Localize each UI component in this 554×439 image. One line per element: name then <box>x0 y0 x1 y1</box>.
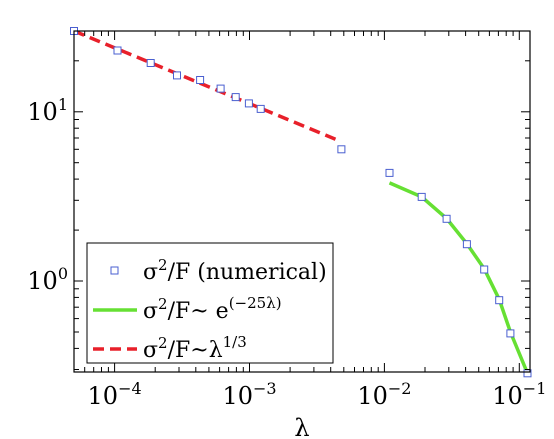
data-point <box>231 93 240 102</box>
x-tick-label: 10−1 <box>492 379 546 410</box>
data-point <box>385 168 394 177</box>
legend-entry-exponential: σ2/F~ e(−25λ) <box>143 294 282 324</box>
data-point <box>480 265 489 274</box>
data-point <box>256 104 265 113</box>
data-point <box>462 240 471 249</box>
x-tick-label: 10−2 <box>357 379 411 410</box>
y-tick-label: 100 <box>27 264 68 295</box>
data-point <box>196 76 205 84</box>
legend-box <box>86 242 334 364</box>
legend-marker <box>110 266 119 275</box>
data-point <box>495 296 504 305</box>
x-tick-label: 10−4 <box>88 379 142 410</box>
data-point <box>442 214 451 223</box>
data-point <box>506 329 515 338</box>
data-point <box>244 99 253 108</box>
exp-fit-line <box>388 181 530 374</box>
x-tick-label: 10−3 <box>222 379 276 410</box>
series-layer <box>70 27 532 378</box>
ticks-layer: 10−4 10−3 10−2 10−1 100 101 <box>27 30 546 410</box>
data-point <box>173 71 181 80</box>
y-tick-label: 101 <box>27 95 68 126</box>
data-point <box>417 192 426 201</box>
x-axis-label: λ <box>294 414 309 439</box>
data-point <box>146 59 155 67</box>
legend: σ2/F (numerical) σ2/F~ e(−25λ) σ2/F~λ1/3 <box>86 242 334 364</box>
power-law-line <box>73 29 339 142</box>
data-point <box>216 84 225 93</box>
legend-entry-power-law: σ2/F~λ1/3 <box>143 333 247 363</box>
plot-frame <box>73 30 531 373</box>
data-point <box>337 145 346 154</box>
legend-entry-numerical: σ2/F (numerical) <box>143 256 327 285</box>
data-point <box>113 46 122 55</box>
